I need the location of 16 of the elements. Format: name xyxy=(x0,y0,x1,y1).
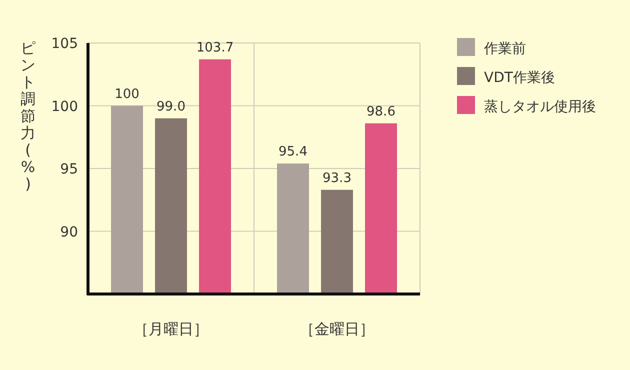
legend-label: VDT作業後 xyxy=(484,70,555,86)
x-tick-label: ［月曜日］ xyxy=(134,320,208,338)
data-label: 100 xyxy=(114,86,140,102)
data-label: 95.4 xyxy=(278,144,308,160)
y-tick-label: 95 xyxy=(60,162,78,178)
data-label: 103.7 xyxy=(196,40,234,56)
y-tick-label: 100 xyxy=(51,98,78,115)
y-tick-label: 105 xyxy=(51,36,78,52)
y-tick-label: 90 xyxy=(60,224,78,240)
text: ピント調節力(%) xyxy=(20,39,36,193)
data-label: 93.3 xyxy=(322,170,352,186)
x-tick-label: ［金曜日］ xyxy=(300,320,374,338)
legend-label: 蒸しタオル使用後 xyxy=(484,99,596,115)
data-label: 99.0 xyxy=(156,99,186,114)
legend-label: 作業前 xyxy=(483,41,526,57)
data-label: 98.6 xyxy=(366,104,396,120)
